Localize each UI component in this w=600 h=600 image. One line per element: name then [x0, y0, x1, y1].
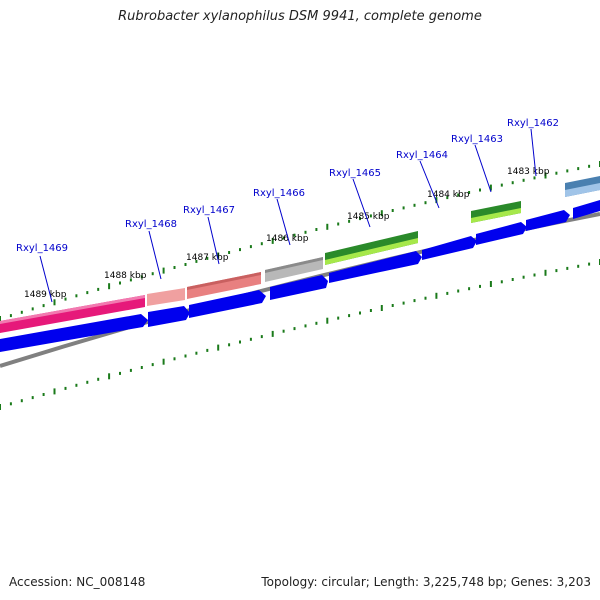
leader-line [39, 255, 53, 303]
locus-tag-label[interactable]: Rxyl_1468 [125, 219, 177, 230]
scale-label: 1489 kbp [24, 290, 67, 300]
locus-labels: Rxyl_1469 Rxyl_1468 Rxyl_1467 Rxyl_1466 … [16, 118, 559, 254]
locus-tag-label[interactable]: Rxyl_1462 [507, 118, 559, 129]
cds-arrow[interactable] [270, 275, 328, 300]
leader-line [352, 178, 371, 228]
feature-salmon-1[interactable] [147, 288, 185, 306]
locus-tag-label[interactable]: Rxyl_1465 [329, 168, 381, 179]
accession-text: Accession: NC_008148 [9, 575, 146, 589]
cds-track [0, 200, 600, 352]
leader-line [276, 198, 291, 246]
locus-tag-label[interactable]: Rxyl_1469 [16, 243, 68, 254]
locus-tag-label[interactable]: Rxyl_1464 [396, 150, 448, 161]
leader-line [474, 144, 492, 193]
leader-line [419, 160, 440, 209]
cds-arrow[interactable] [476, 222, 527, 245]
locus-tag-label[interactable]: Rxyl_1466 [253, 188, 305, 199]
feature-steelblue-light [565, 183, 600, 197]
feature-magenta-highlight [0, 295, 145, 324]
page-title: Rubrobacter xylanophilus DSM 9941, compl… [118, 9, 482, 24]
feature-green-lime [325, 238, 418, 265]
feature-green-2-lime [471, 208, 521, 223]
scale-label: 1487 kbp [186, 253, 229, 263]
cds-arrow[interactable] [148, 306, 190, 327]
scale-label: 1484 kbp [427, 190, 470, 200]
leader-line [148, 230, 162, 280]
scale-label: 1485 kbp [347, 212, 390, 222]
leader-line [207, 216, 220, 265]
locus-tag-label[interactable]: Rxyl_1467 [183, 205, 235, 216]
cds-arrow[interactable] [526, 210, 570, 231]
topology-text: Topology: circular; Length: 3,225,748 bp… [261, 575, 591, 589]
cds-arrow[interactable] [0, 314, 148, 352]
inner-tick-track [0, 259, 600, 410]
feature-salmon-2-shade [187, 272, 261, 290]
cds-arrow[interactable] [189, 290, 266, 318]
outer-tick-track [0, 161, 600, 322]
feature-band [0, 176, 600, 333]
scale-labels: 1489 kbp 1488 kbp 1487 kbp 1486 kbp 1485… [24, 167, 550, 300]
scale-label: 1486 kbp [266, 234, 309, 244]
locus-leaders [39, 128, 537, 303]
locus-tag-label[interactable]: Rxyl_1463 [451, 134, 503, 145]
feature-grey-shade [265, 257, 323, 273]
cds-arrow[interactable] [422, 236, 477, 260]
scale-label: 1483 kbp [507, 167, 550, 177]
leader-line [530, 128, 537, 177]
cds-arrow[interactable] [573, 200, 600, 219]
cds-arrow[interactable] [329, 251, 422, 283]
scale-label: 1488 kbp [104, 271, 147, 281]
